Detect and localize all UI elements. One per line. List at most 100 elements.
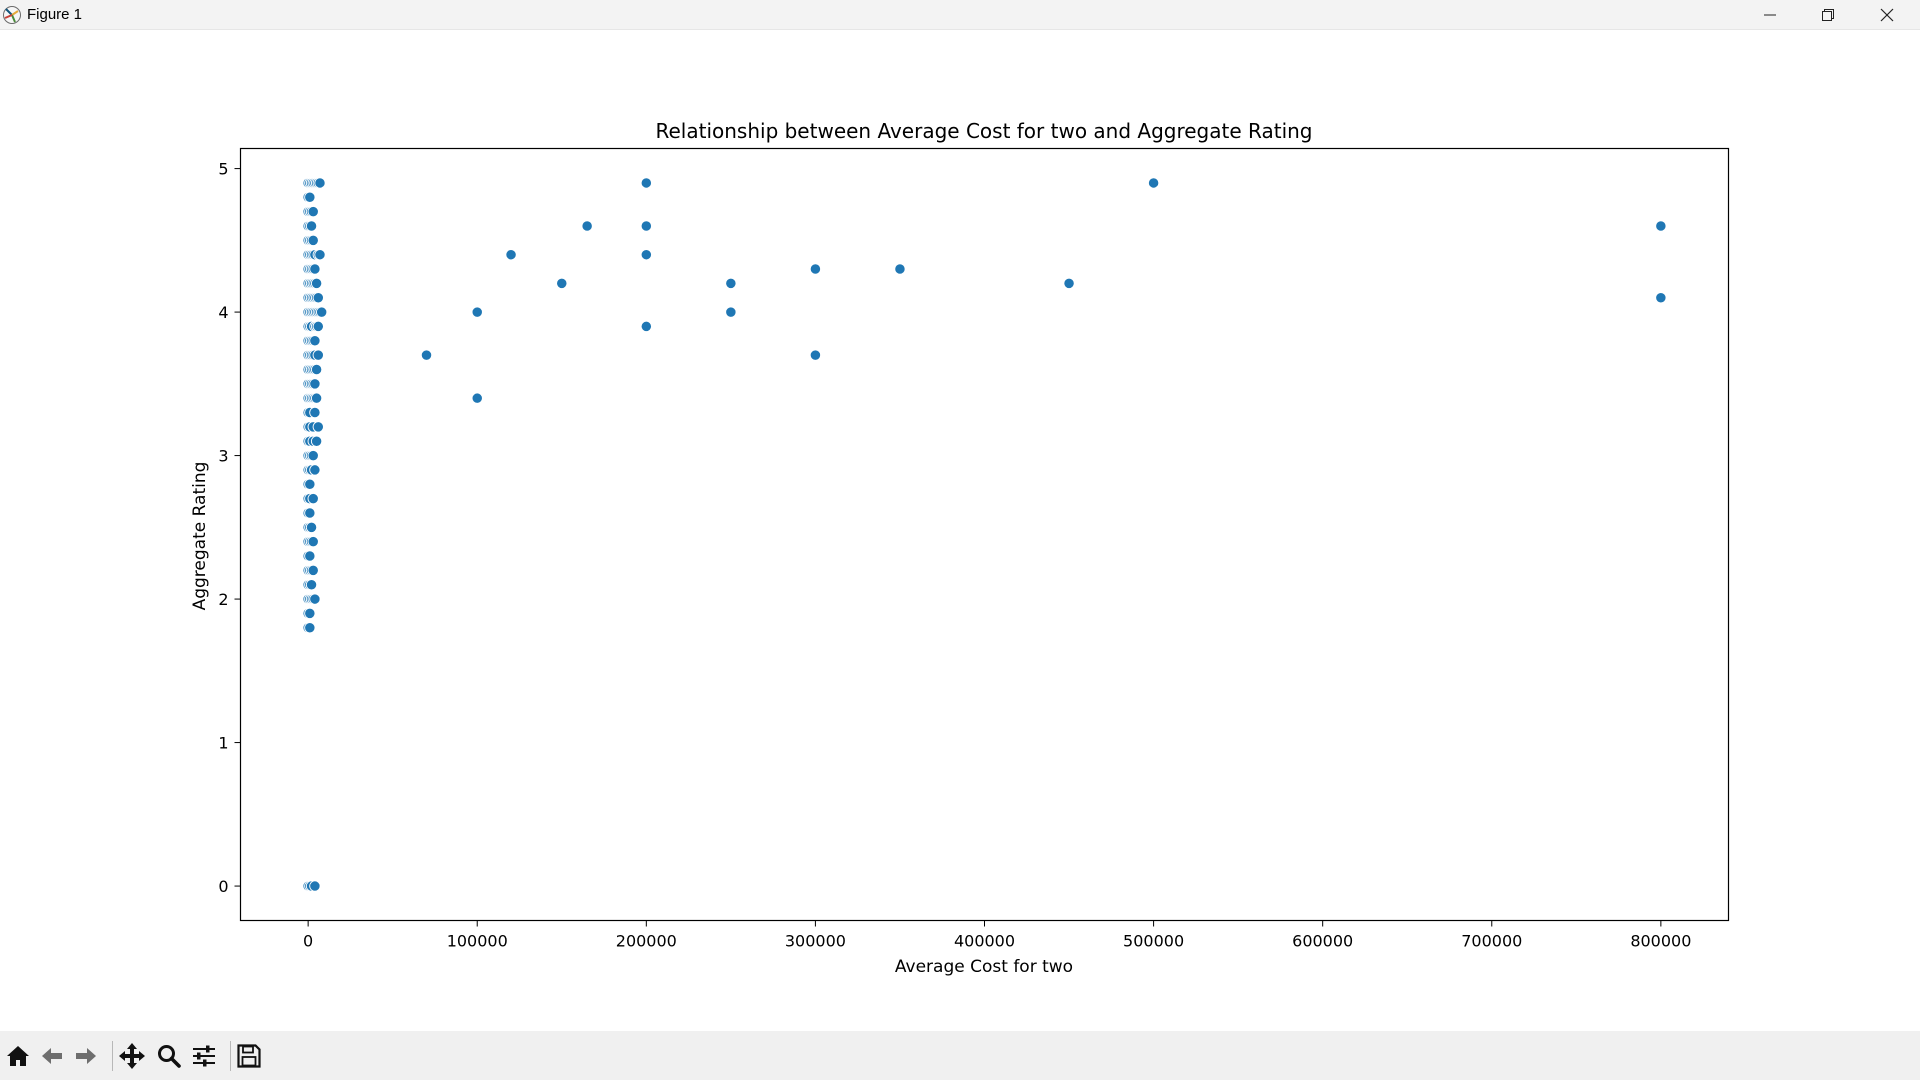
minimize-icon xyxy=(1764,14,1776,15)
restore-button[interactable] xyxy=(1799,0,1857,29)
data-point xyxy=(640,220,652,232)
restore-icon xyxy=(1822,8,1834,21)
data-point xyxy=(505,249,517,261)
data-point xyxy=(305,579,318,591)
data-point xyxy=(1655,220,1667,232)
data-point xyxy=(316,306,328,318)
navigation-toolbar xyxy=(0,1031,1920,1080)
close-icon xyxy=(1880,8,1894,21)
window-titlebar: Figure 1 xyxy=(0,0,1920,30)
magnifier-icon xyxy=(158,1045,181,1068)
data-point xyxy=(310,363,323,376)
data-point xyxy=(309,593,321,605)
data-point xyxy=(312,349,324,361)
x-tick-label: 600000 xyxy=(1292,932,1353,951)
chart-title: Relationship between Average Cost for tw… xyxy=(655,119,1312,143)
y-tick-label: 4 xyxy=(218,303,228,322)
data-point xyxy=(304,191,316,203)
minimize-button[interactable] xyxy=(1741,0,1799,29)
sliders-icon xyxy=(193,1045,215,1067)
pan-button[interactable] xyxy=(117,1041,147,1071)
y-tick-label: 1 xyxy=(218,734,228,753)
floppy-disk-icon xyxy=(237,1044,261,1068)
x-tick-label: 0 xyxy=(303,932,313,951)
data-point xyxy=(314,249,326,261)
data-point xyxy=(556,277,568,290)
forward-button[interactable] xyxy=(71,1041,101,1071)
data-point xyxy=(309,406,321,419)
data-point xyxy=(581,220,593,232)
data-point xyxy=(309,378,321,390)
data-point xyxy=(310,277,323,290)
data-point xyxy=(312,421,324,433)
data-point xyxy=(1063,277,1075,290)
data-points xyxy=(302,177,1667,892)
x-tick-label: 100000 xyxy=(447,932,508,951)
save-button[interactable] xyxy=(234,1041,264,1071)
move-icon xyxy=(119,1043,145,1069)
data-point xyxy=(304,607,316,620)
data-point xyxy=(471,392,483,404)
data-point xyxy=(307,449,319,462)
x-tick-label: 400000 xyxy=(954,932,1015,951)
x-tick-label: 700000 xyxy=(1461,932,1522,951)
x-axis-label: Average Cost for two xyxy=(895,957,1073,977)
data-point xyxy=(314,177,326,189)
data-point xyxy=(312,320,324,333)
home-button[interactable] xyxy=(3,1041,33,1071)
data-point xyxy=(809,263,822,275)
arrow-right-icon xyxy=(76,1048,96,1064)
data-point xyxy=(307,205,319,218)
y-tick-label: 5 xyxy=(218,160,228,179)
data-point xyxy=(309,880,321,892)
data-point xyxy=(310,435,323,447)
x-tick-label: 800000 xyxy=(1630,932,1691,951)
data-point xyxy=(312,292,324,304)
data-point xyxy=(894,263,906,275)
data-point xyxy=(307,564,319,577)
matplotlib-app-icon xyxy=(2,5,22,25)
axes-frame xyxy=(239,147,1730,922)
arrow-left-icon xyxy=(42,1048,62,1064)
data-point xyxy=(725,306,737,318)
data-point xyxy=(304,550,316,562)
x-tick-label: 300000 xyxy=(785,932,846,951)
zoom-button[interactable] xyxy=(154,1041,184,1071)
figure-canvas[interactable]: Relationship between Average Cost for tw… xyxy=(0,30,1920,1031)
data-point xyxy=(1655,292,1667,304)
configure-subplots-button[interactable] xyxy=(189,1041,219,1071)
home-icon xyxy=(7,1046,29,1066)
y-tick-label: 3 xyxy=(218,447,228,466)
data-point xyxy=(305,521,318,533)
toolbar-separator xyxy=(230,1041,231,1071)
data-point xyxy=(640,249,652,261)
data-point xyxy=(640,177,652,189)
data-point xyxy=(309,335,321,347)
data-point xyxy=(304,478,316,490)
data-point xyxy=(309,464,321,476)
data-point xyxy=(304,622,316,634)
data-point xyxy=(305,220,318,232)
data-point xyxy=(640,320,652,333)
close-button[interactable] xyxy=(1858,0,1916,29)
y-tick-label: 0 xyxy=(218,877,228,896)
x-axis-ticks: 0 100000 200000 300000 400000 500000 600000 700… xyxy=(303,920,1691,951)
data-point xyxy=(307,492,319,505)
data-point xyxy=(725,277,737,290)
x-tick-label: 200000 xyxy=(616,932,677,951)
back-button[interactable] xyxy=(37,1041,67,1071)
data-point xyxy=(809,349,822,361)
window-title: Figure 1 xyxy=(27,6,83,23)
data-point xyxy=(471,306,483,318)
y-axis-ticks: 0 1 2 3 4 5 xyxy=(218,160,241,896)
y-axis-label: Aggregate Rating xyxy=(190,462,210,611)
y-tick-label: 2 xyxy=(218,590,228,609)
toolbar-separator xyxy=(112,1041,113,1071)
x-tick-label: 500000 xyxy=(1123,932,1184,951)
data-point xyxy=(307,536,319,548)
data-point xyxy=(310,392,323,404)
scatter-plot: Relationship between Average Cost for tw… xyxy=(190,119,1730,977)
data-point xyxy=(309,263,321,275)
data-point xyxy=(304,507,316,519)
data-point xyxy=(1147,177,1160,189)
